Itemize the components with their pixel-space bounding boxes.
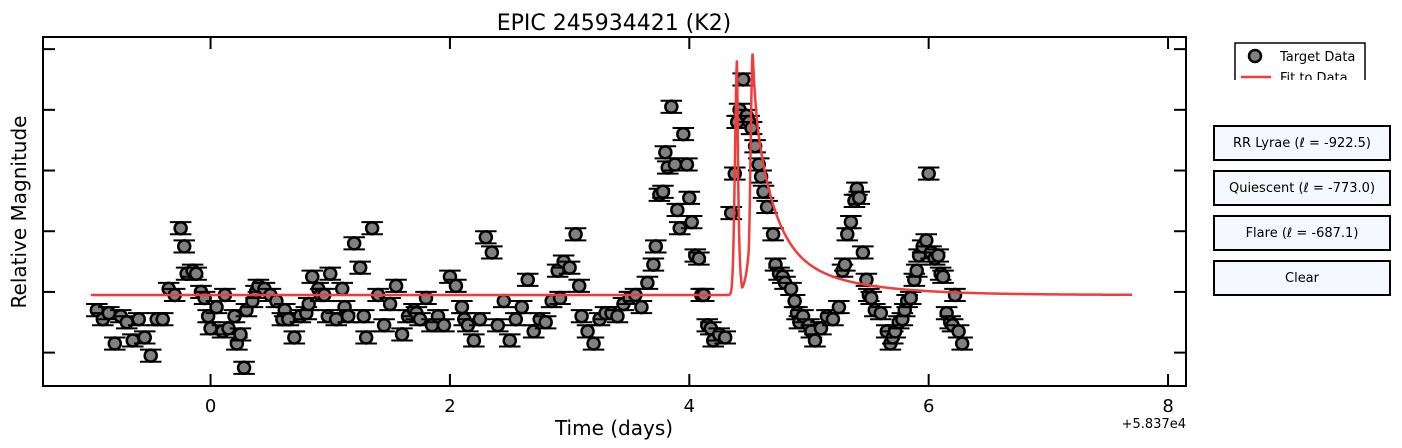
data-point [564, 227, 587, 242]
data-point [499, 333, 521, 348]
data-point [361, 220, 383, 236]
data-point [487, 318, 509, 333]
plot-area [86, 53, 1133, 376]
x-tick-label: 8 [1162, 396, 1173, 417]
quiescent-button[interactable]: Quiescent (ℓ = -773.0) [1213, 170, 1391, 206]
data-point [433, 318, 455, 333]
data-point [283, 330, 306, 345]
light-curve-chart: EPIC 245934421 (K2) 0 2 4 6 8 Time (days) Re… [7, 11, 1187, 440]
data-point [676, 157, 698, 172]
data-point [836, 227, 859, 242]
data-point [660, 99, 683, 115]
data-point [319, 266, 342, 281]
data-point [783, 293, 806, 309]
data-point [516, 272, 539, 288]
data-point [568, 278, 590, 294]
data-point [534, 315, 557, 330]
data-point [944, 287, 966, 303]
x-offset-label: +5.837e4 [1122, 417, 1186, 432]
data-point [630, 299, 653, 315]
data-point [899, 290, 922, 306]
data-point [852, 245, 874, 260]
data-point [678, 190, 701, 206]
data-point [391, 327, 413, 342]
x-tick-label: 2 [444, 396, 455, 417]
legend-label-fit: Fit to Data [1280, 71, 1348, 80]
data-point [762, 227, 784, 242]
data-point [185, 266, 207, 281]
data-point [848, 190, 871, 206]
data-point [744, 139, 766, 154]
data-point [169, 220, 192, 236]
data-point [379, 296, 401, 312]
x-tick-label: 0 [205, 396, 216, 417]
legend: Target Data Fit to Data [1234, 42, 1366, 80]
data-point [349, 260, 371, 275]
data-point [870, 305, 892, 321]
data-point [576, 324, 599, 339]
data-point [475, 230, 497, 245]
fit-curve [90, 53, 1133, 297]
y-axis [43, 48, 1186, 354]
data-point [636, 275, 659, 291]
data-point [104, 336, 126, 351]
x-tick-label: 6 [923, 396, 934, 417]
data-point [343, 236, 365, 251]
data-point [352, 308, 375, 324]
data-point [373, 318, 395, 333]
data-point [756, 199, 778, 215]
plot-frame [42, 36, 1187, 387]
data-point [915, 233, 938, 248]
data-point [672, 126, 695, 142]
flare-button[interactable]: Flare (ℓ = -687.1) [1213, 215, 1391, 251]
data-point [840, 214, 862, 230]
data-point [750, 169, 772, 184]
data-point [905, 263, 928, 278]
data-point [917, 166, 940, 181]
data-point [951, 336, 973, 351]
y-axis-label: Relative Magnitude [7, 116, 31, 309]
data-point [642, 257, 665, 272]
legend-marker-target-data [1247, 48, 1263, 64]
data-point [229, 327, 252, 342]
chart-title: EPIC 245934421 (K2) [497, 11, 732, 36]
data-point [451, 299, 473, 315]
data-point [445, 278, 467, 294]
data-point [558, 260, 581, 275]
data-point [932, 269, 954, 284]
data-point [139, 348, 162, 363]
data-point [151, 311, 174, 327]
data-point [582, 336, 605, 351]
data-point [385, 278, 407, 294]
clear-button[interactable]: Clear [1213, 260, 1391, 296]
data-point [828, 299, 850, 315]
data-point [133, 330, 156, 345]
data-point [652, 184, 674, 200]
data-point [654, 145, 677, 160]
data-point [688, 251, 710, 266]
data-point [834, 257, 856, 272]
data-point [469, 311, 491, 327]
data-point [645, 239, 667, 254]
data-point [301, 269, 324, 284]
data-point [463, 333, 485, 348]
data-point [233, 360, 255, 376]
x-axis: 0 2 4 6 8 [205, 37, 1174, 417]
data-point [223, 308, 246, 324]
x-axis-label: Time (days) [554, 416, 673, 440]
data-point [680, 214, 703, 230]
data-point [927, 248, 950, 263]
data-point [355, 330, 377, 345]
x-tick-label: 4 [684, 396, 695, 417]
data-point [481, 245, 503, 260]
legend-label-target-data: Target Data [1279, 50, 1355, 65]
data-point [173, 239, 196, 254]
data-point [570, 308, 593, 324]
data-point [714, 330, 736, 345]
data-point [666, 202, 689, 218]
rr-lyrae-button[interactable]: RR Lyrae (ℓ = -922.5) [1213, 125, 1391, 161]
